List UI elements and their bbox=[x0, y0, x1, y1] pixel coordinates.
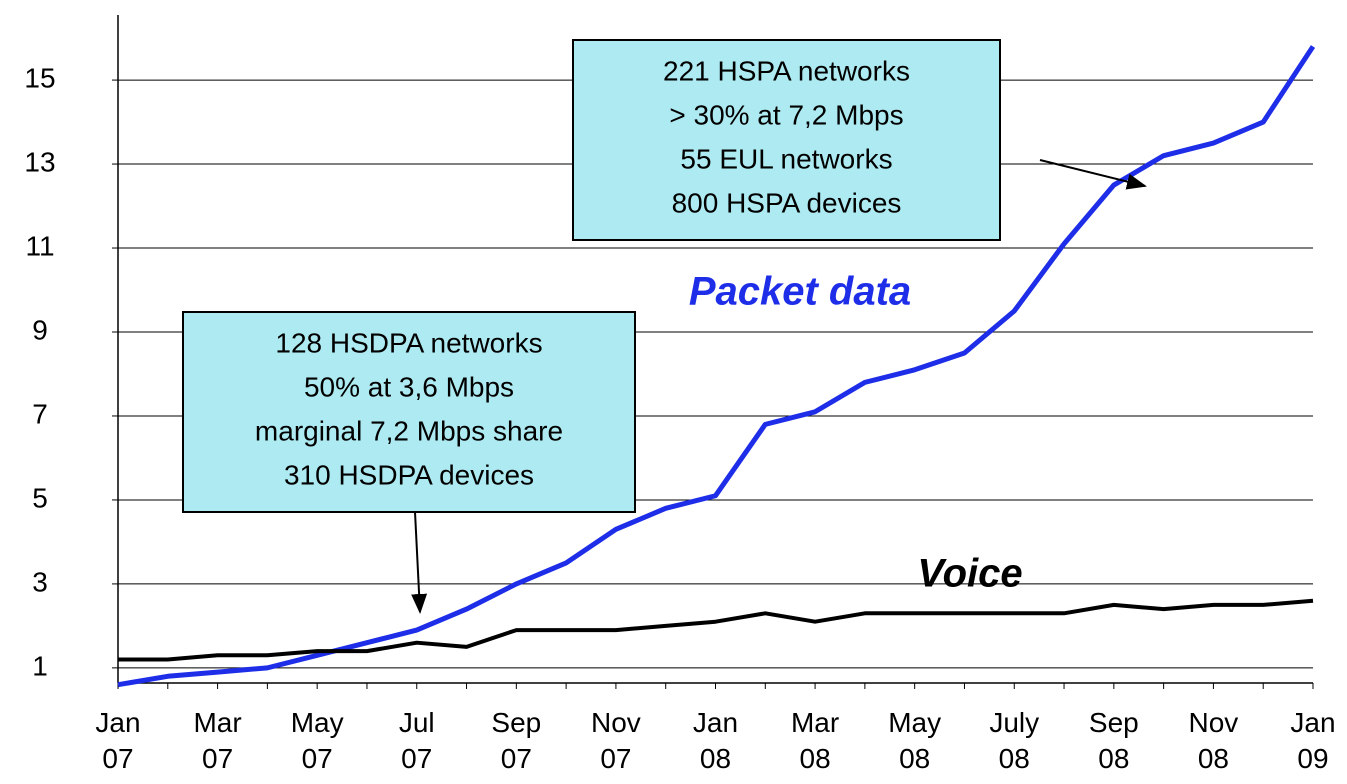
annotation-text: 310 HSDPA devices bbox=[284, 459, 534, 490]
y-tick-label: 7 bbox=[32, 398, 48, 429]
x-tick-label: Jul 07 bbox=[399, 707, 435, 774]
annotation-text: 221 HSPA networks bbox=[663, 55, 910, 86]
series-line bbox=[118, 598, 1314, 662]
annotation-arrow bbox=[1039, 159, 1147, 190]
x-tick-label: July 08 bbox=[989, 707, 1039, 774]
annotation-text: 55 EUL networks bbox=[680, 143, 892, 174]
x-tick-label: Mar 08 bbox=[791, 707, 839, 774]
annotation-text: marginal 7,2 Mbps share bbox=[255, 415, 563, 446]
annotation-text: 800 HSPA devices bbox=[672, 187, 902, 218]
y-tick-label: 13 bbox=[24, 146, 55, 177]
y-tick-label: 1 bbox=[32, 650, 48, 681]
annotation-text: 50% at 3,6 Mbps bbox=[304, 371, 514, 402]
x-tick-label: May 07 bbox=[291, 707, 344, 774]
annotation-arrow bbox=[411, 511, 428, 614]
x-tick-label: Sep 07 bbox=[491, 707, 541, 774]
y-tick-label: 9 bbox=[32, 314, 48, 345]
y-tick-label: 15 bbox=[24, 62, 55, 93]
x-tick-label: Jan 07 bbox=[95, 707, 140, 774]
annotation-text: > 30% at 7,2 Mbps bbox=[669, 99, 903, 130]
annotation-box bbox=[572, 39, 1001, 241]
y-tick-label: 5 bbox=[32, 482, 48, 513]
annotation-text: 128 HSDPA networks bbox=[275, 327, 542, 358]
x-tick-label: Jan 08 bbox=[693, 707, 738, 774]
y-tick-label: 3 bbox=[32, 566, 48, 597]
x-tick-label: Sep 08 bbox=[1089, 707, 1139, 774]
x-tick-label: Jan 09 bbox=[1290, 707, 1335, 774]
x-tick-label: Mar 07 bbox=[193, 707, 241, 774]
x-tick-label: May 08 bbox=[888, 707, 941, 774]
annotation-box bbox=[182, 311, 636, 513]
series-label: Voice bbox=[917, 552, 1022, 596]
x-tick-label: Nov 07 bbox=[591, 707, 641, 774]
x-tick-label: Nov 08 bbox=[1189, 707, 1239, 774]
series-line bbox=[117, 45, 1316, 688]
series-label: Packet data bbox=[689, 270, 911, 314]
y-tick-label: 11 bbox=[25, 230, 54, 261]
